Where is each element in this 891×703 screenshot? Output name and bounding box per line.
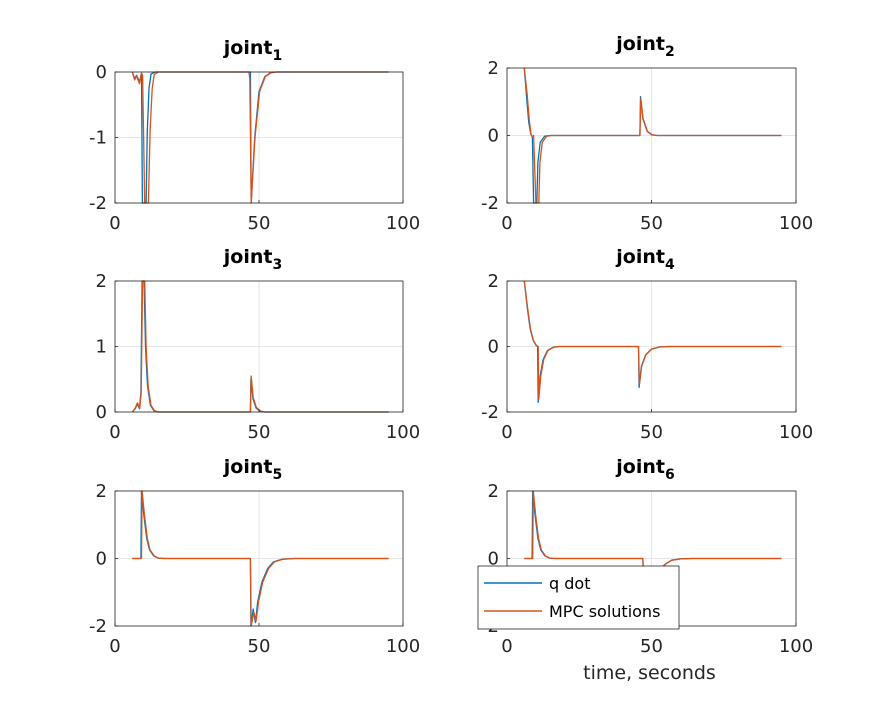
- x-tick-label: 50: [640, 636, 663, 657]
- y-tick-label: -2: [481, 193, 499, 214]
- y-tick-label: 2: [488, 58, 499, 79]
- y-tick-label: 2: [96, 481, 107, 502]
- y-tick-label: -2: [89, 193, 107, 214]
- y-tick-label: 0: [488, 126, 499, 147]
- y-tick-label: 2: [488, 481, 499, 502]
- series-line-mpc-solutions: [523, 67, 782, 204]
- x-tick-label: 100: [386, 422, 420, 443]
- x-tick-label: 100: [386, 213, 420, 234]
- subplot-title-main: joint: [615, 456, 665, 478]
- x-tick-label: 50: [248, 422, 271, 443]
- x-tick-label: 0: [501, 636, 512, 657]
- x-tick-label: 50: [640, 422, 663, 443]
- series-line-mpc-solutions: [131, 280, 389, 413]
- x-axis-label: time, seconds: [583, 662, 716, 684]
- series-line-mpc-solutions: [131, 71, 389, 204]
- x-tick-label: 50: [248, 213, 271, 234]
- subplot-title-subscript: 2: [665, 44, 675, 60]
- subplot-title-main: joint: [223, 456, 273, 478]
- x-tick-label: 100: [386, 636, 420, 657]
- x-tick-label: 50: [640, 213, 663, 234]
- subplot-title-subscript: 5: [272, 467, 282, 483]
- x-tick-label: 100: [779, 422, 813, 443]
- y-tick-label: 0: [488, 549, 499, 570]
- x-tick-label: 100: [779, 636, 813, 657]
- series-line-mpc-solutions: [132, 490, 389, 627]
- legend-box: [477, 565, 680, 630]
- y-tick-label: -1: [89, 128, 107, 149]
- x-tick-label: 50: [248, 636, 271, 657]
- subplot-title: joint3: [223, 246, 282, 273]
- subplot-title-main: joint: [615, 246, 665, 268]
- subplot-joint-3: 0 50 100 0 1 2 joint3: [96, 246, 421, 443]
- subplot-title-main: joint: [223, 246, 273, 268]
- subplot-title-subscript: 1: [272, 48, 282, 64]
- legend-entry-label: MPC solutions: [549, 602, 660, 621]
- y-tick-label: -2: [89, 616, 107, 637]
- y-tick-label: -2: [481, 402, 499, 423]
- subplot-title-subscript: 4: [665, 257, 675, 273]
- y-tick-label: 2: [488, 271, 499, 292]
- x-tick-label: 0: [109, 422, 120, 443]
- subplot-title: joint1: [223, 37, 282, 64]
- x-tick-label: 0: [501, 422, 512, 443]
- x-tick-label: 0: [109, 636, 120, 657]
- subplot-title-subscript: 6: [665, 467, 675, 483]
- y-tick-label: 0: [96, 549, 107, 570]
- subplot-title: joint4: [615, 246, 675, 273]
- y-tick-label: 0: [488, 337, 499, 358]
- y-tick-label: 1: [96, 337, 107, 358]
- legend: q dot MPC solutions: [477, 565, 680, 630]
- subplot-title-main: joint: [223, 37, 273, 59]
- subplot-title-main: joint: [615, 33, 665, 55]
- series-line-mpc-solutions: [523, 280, 782, 400]
- x-tick-label: 0: [501, 213, 512, 234]
- y-tick-label: 0: [96, 402, 107, 423]
- subplot-title: joint2: [615, 33, 674, 60]
- x-tick-label: 100: [779, 213, 813, 234]
- subplot-title: joint5: [223, 456, 282, 483]
- legend-entry-label: q dot: [549, 574, 590, 593]
- series-line-mpc-solutions: [524, 490, 782, 580]
- x-tick-label: 0: [109, 213, 120, 234]
- subplot-title-subscript: 3: [272, 257, 282, 273]
- subplot-joint-1: 0 50 100 -2 -1 0 joint1: [89, 37, 420, 234]
- subplot-title: joint6: [615, 456, 674, 483]
- y-tick-label: 2: [96, 271, 107, 292]
- y-tick-label: 0: [96, 62, 107, 83]
